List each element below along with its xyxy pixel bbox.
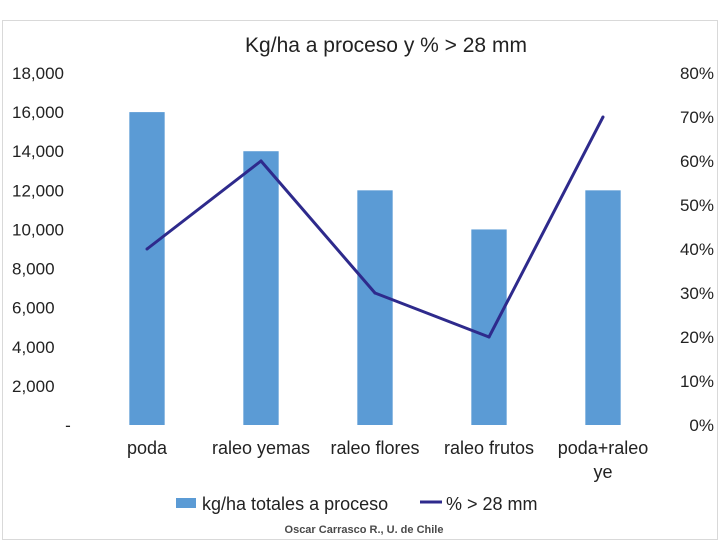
bar bbox=[471, 229, 507, 425]
left-axis: - 2,000 4,000 6,000 8,000 10,000 12,000 14,000 1… bbox=[12, 64, 71, 435]
right-tick-label: 0% bbox=[689, 416, 714, 435]
right-tick-label: 60% bbox=[680, 152, 714, 171]
left-tick-label: 8,000 bbox=[12, 260, 55, 279]
line-series bbox=[145, 115, 605, 339]
legend-line-label: % > 28 mm bbox=[446, 494, 538, 514]
category-label: raleo flores bbox=[330, 438, 419, 458]
left-tick-label: - bbox=[65, 416, 71, 435]
right-tick-label: 40% bbox=[680, 240, 714, 259]
line-point bbox=[259, 159, 263, 163]
bar bbox=[585, 190, 621, 425]
legend-bar-swatch bbox=[176, 498, 196, 508]
left-tick-label: 16,000 bbox=[12, 103, 64, 122]
bar bbox=[129, 112, 165, 425]
chart-title: Kg/ha a proceso y % > 28 mm bbox=[245, 34, 527, 57]
line-point bbox=[487, 335, 491, 339]
category-axis: poda raleo yemas raleo flores raleo frutos p… bbox=[127, 438, 648, 482]
line-point bbox=[145, 247, 149, 251]
right-tick-label: 50% bbox=[680, 196, 714, 215]
right-tick-label: 20% bbox=[680, 328, 714, 347]
left-tick-label: 10,000 bbox=[12, 220, 64, 239]
category-label: raleo yemas bbox=[212, 438, 310, 458]
bar bbox=[243, 151, 279, 425]
right-tick-label: 80% bbox=[680, 64, 714, 83]
right-axis: 0% 10% 20% 30% 40% 50% 60% 70% 80% bbox=[680, 64, 714, 435]
left-tick-label: 14,000 bbox=[12, 142, 64, 161]
category-label: poda bbox=[127, 438, 168, 458]
line-point bbox=[373, 291, 377, 295]
category-label: poda+raleo ye bbox=[558, 438, 649, 482]
right-tick-label: 30% bbox=[680, 284, 714, 303]
left-tick-label: 4,000 bbox=[12, 338, 55, 357]
left-tick-label: 6,000 bbox=[12, 299, 55, 318]
legend-bar-label: kg/ha totales a proceso bbox=[202, 494, 388, 514]
credit-text: Oscar Carrasco R., U. de Chile bbox=[285, 524, 444, 536]
bar bbox=[357, 190, 393, 425]
left-tick-label: 12,000 bbox=[12, 181, 64, 200]
left-tick-label: 2,000 bbox=[12, 377, 55, 396]
line-point bbox=[601, 115, 605, 119]
category-label: raleo frutos bbox=[444, 438, 534, 458]
right-tick-label: 70% bbox=[680, 108, 714, 127]
legend: kg/ha totales a proceso % > 28 mm bbox=[176, 494, 538, 514]
left-tick-label: 18,000 bbox=[12, 64, 64, 83]
bar-series bbox=[129, 112, 621, 425]
right-tick-label: 10% bbox=[680, 372, 714, 391]
